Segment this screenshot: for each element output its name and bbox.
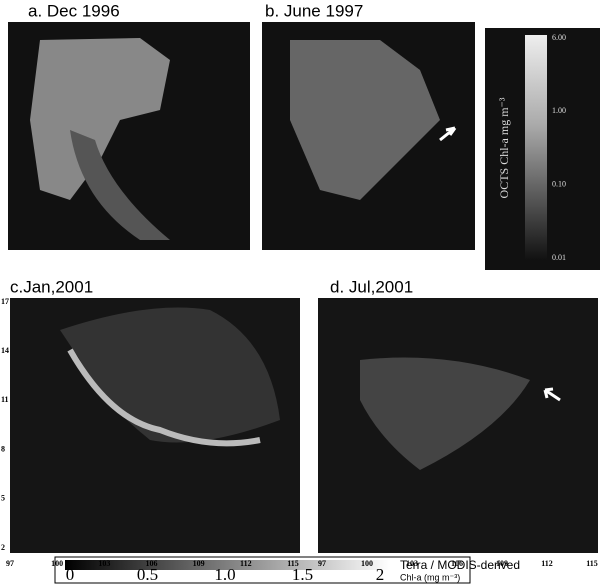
colorbar (525, 35, 547, 260)
colorbar-tick-label: 2 (376, 565, 385, 584)
y-tick-label: 14 (1, 346, 9, 355)
y-tick-label: 5 (1, 494, 5, 503)
x-tick-label: 97 (318, 559, 326, 568)
panel-title: b. June 1997 (265, 1, 363, 20)
colorbar-label: OCTS Chl-a mg m⁻³ (497, 97, 511, 198)
panel-title: c.Jan,2001 (10, 277, 93, 296)
colorbar-tick-label: 6.00 (552, 33, 566, 42)
x-tick-label: 97 (6, 559, 14, 568)
y-tick-label: 2 (1, 543, 5, 552)
x-tick-label: 103 (98, 559, 110, 568)
panel-title: d. Jul,2001 (330, 277, 413, 296)
colorbar-tick-label: 1.5 (292, 565, 313, 584)
x-tick-label: 115 (586, 559, 598, 568)
x-tick-label: 109 (193, 559, 205, 568)
x-tick-label: 109 (496, 559, 508, 568)
colorbar-tick-label: 0.5 (137, 565, 158, 584)
x-tick-label: 112 (541, 559, 553, 568)
y-tick-label: 8 (1, 444, 5, 453)
colorbar-tick-label: 1.0 (214, 565, 235, 584)
x-tick-label: 100 (361, 559, 373, 568)
y-tick-label: 17 (1, 297, 9, 306)
x-tick-label: 112 (240, 559, 252, 568)
y-tick-label: 11 (1, 395, 9, 404)
x-tick-label: 106 (451, 559, 463, 568)
colorbar-unit: Chl-a (mg m⁻³) (400, 572, 460, 582)
colorbar-tick-label: 0.10 (552, 179, 566, 188)
x-tick-label: 100 (51, 559, 63, 568)
colorbar-tick-label: 0.01 (552, 253, 566, 262)
colorbar-tick-label: 1.00 (552, 106, 566, 115)
figure: a. Dec 1996 b. June 1997 OCTS Chl-a mg m… (0, 0, 605, 584)
panel-title: a. Dec 1996 (28, 1, 120, 20)
x-tick-label: 103 (406, 559, 418, 568)
colorbar-tick-label: 0 (66, 565, 75, 584)
